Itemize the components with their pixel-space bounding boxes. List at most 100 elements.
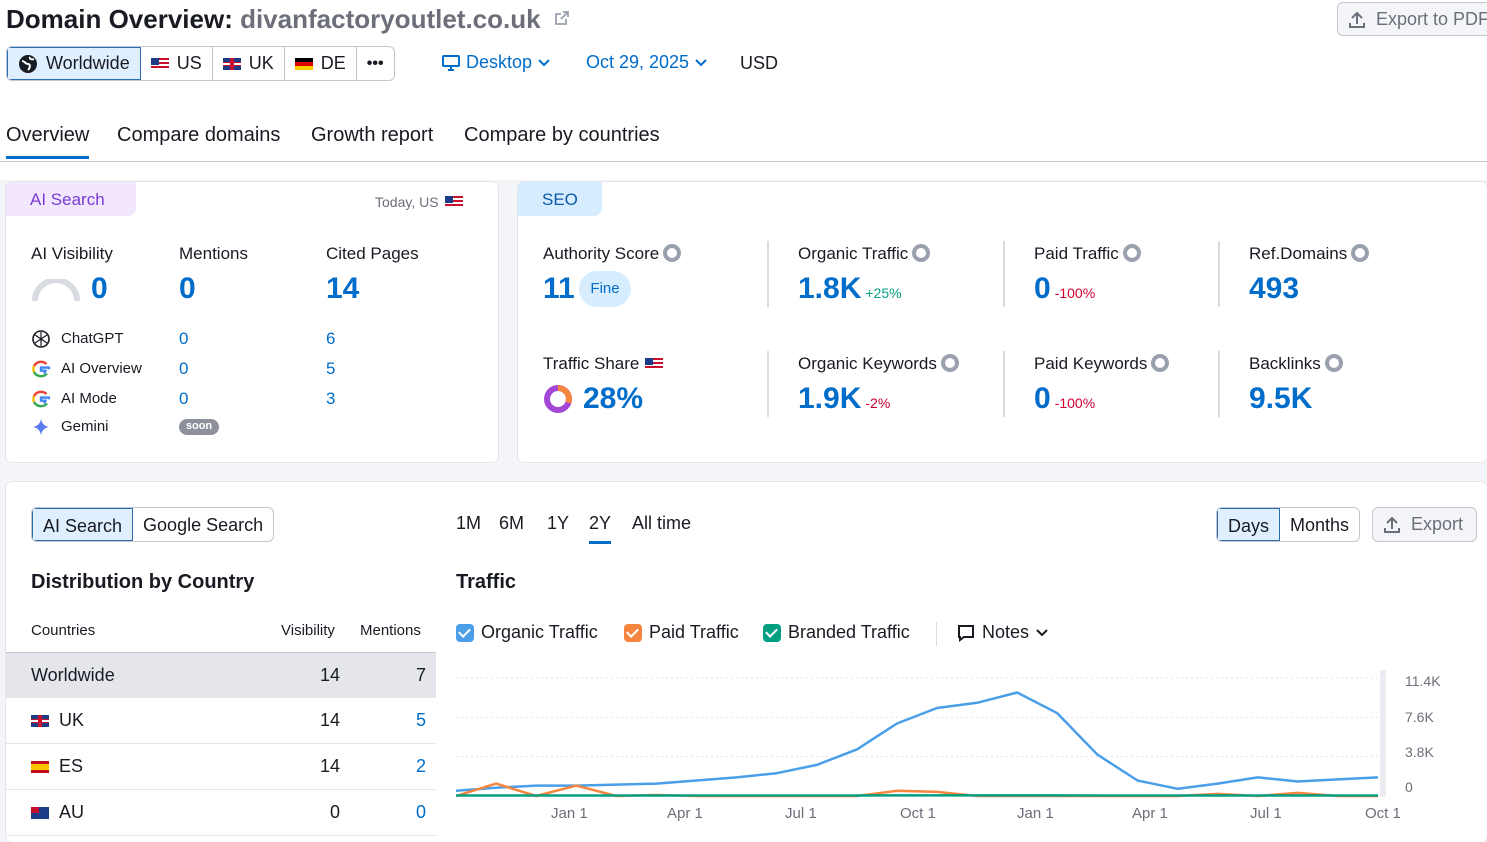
col-mentions[interactable]: Mentions: [360, 622, 421, 639]
region-uk[interactable]: UK: [213, 47, 285, 80]
date-dropdown[interactable]: Oct 29, 2025: [586, 52, 707, 73]
y-tick-label: 7.6K: [1405, 709, 1434, 725]
table-row[interactable]: UK 14 5: [6, 698, 436, 744]
ref-domains-value[interactable]: 493: [1249, 272, 1299, 306]
legend-branded-traffic[interactable]: Branded Traffic: [763, 622, 910, 643]
legend-label: Organic Traffic: [481, 622, 598, 643]
source-name: ChatGPT: [61, 330, 124, 347]
ai-visibility-label: AI Visibility: [31, 244, 113, 264]
mentions-cell[interactable]: 0: [416, 802, 426, 823]
period-all-time[interactable]: All time: [632, 513, 691, 534]
table-row[interactable]: AU 0 0: [6, 790, 436, 836]
series-line-organic-traffic[interactable]: [456, 693, 1378, 791]
cited-pages-value[interactable]: 14: [326, 272, 359, 306]
period-6m[interactable]: 6M: [499, 513, 524, 534]
flag-de-icon: [295, 58, 313, 70]
country-cell: Worldwide: [31, 665, 115, 686]
metric-delta: +25%: [865, 285, 901, 301]
source-mentions[interactable]: 0: [179, 389, 188, 409]
info-icon[interactable]: [663, 244, 681, 262]
chart-range-handle[interactable]: [1380, 670, 1386, 796]
col-countries[interactable]: Countries: [31, 622, 95, 639]
organic-keywords-value[interactable]: 1.9K-2%: [798, 382, 890, 416]
mentions-cell: 7: [416, 665, 426, 686]
chevron-down-icon: [538, 59, 550, 67]
more-regions-button[interactable]: •••: [357, 47, 394, 80]
cited-pages-label: Cited Pages: [326, 244, 419, 264]
legend-organic-traffic[interactable]: Organic Traffic: [456, 622, 598, 643]
domain-name[interactable]: divanfactoryoutlet.co.uk: [240, 4, 541, 34]
tab-growth-report[interactable]: Growth report: [311, 124, 433, 147]
col-visibility[interactable]: Visibility: [281, 622, 335, 639]
external-link-icon[interactable]: [554, 10, 570, 26]
source-mentions[interactable]: 0: [179, 329, 188, 349]
region-label: UK: [249, 53, 274, 74]
authority-score-value[interactable]: 11: [543, 272, 575, 306]
months-toggle[interactable]: Months: [1280, 508, 1359, 541]
device-dropdown[interactable]: Desktop: [442, 52, 550, 73]
visibility-cell: 0: [330, 802, 340, 823]
tab-overview[interactable]: Overview: [6, 124, 89, 159]
legend-label: Branded Traffic: [788, 622, 910, 643]
organic-traffic-value[interactable]: 1.8K+25%: [798, 272, 902, 306]
mentions-cell[interactable]: 2: [416, 756, 426, 777]
google-search-toggle[interactable]: Google Search: [133, 508, 273, 541]
source-cited[interactable]: 5: [326, 359, 335, 379]
period-2y[interactable]: 2Y: [589, 513, 611, 544]
export-label: Export: [1411, 514, 1463, 534]
notes-dropdown[interactable]: Notes: [957, 622, 1048, 643]
traffic-share-value[interactable]: 28%: [583, 382, 643, 416]
region-selector: Worldwide US UK DE •••: [6, 46, 395, 81]
country-name: AU: [59, 802, 84, 823]
period-1m[interactable]: 1M: [456, 513, 481, 534]
source-cited[interactable]: 6: [326, 329, 335, 349]
source-cited[interactable]: 3: [326, 389, 335, 409]
seo-card: SEO: [518, 182, 1487, 462]
ai-scope: Today, US: [375, 194, 463, 210]
flag-us-icon: [445, 196, 463, 208]
info-icon[interactable]: [941, 354, 959, 372]
country-name: ES: [59, 756, 83, 777]
days-toggle[interactable]: Days: [1217, 508, 1280, 541]
traffic-share-label: Traffic Share: [543, 354, 663, 374]
metric-label: Organic Keywords: [798, 354, 937, 373]
tab-compare-domains[interactable]: Compare domains: [117, 124, 280, 147]
mentions-cell[interactable]: 5: [416, 710, 426, 731]
info-icon[interactable]: [1123, 244, 1141, 262]
paid-traffic-value[interactable]: 0-100%: [1034, 272, 1095, 306]
table-row[interactable]: ES 14 2: [6, 744, 436, 790]
divider: [1003, 241, 1005, 307]
legend-paid-traffic[interactable]: Paid Traffic: [624, 622, 739, 643]
export-pdf-button[interactable]: Export to PDF: [1337, 2, 1487, 36]
info-icon[interactable]: [1325, 354, 1343, 372]
info-icon[interactable]: [1151, 354, 1169, 372]
region-de[interactable]: DE: [285, 47, 357, 80]
metric-label: Traffic Share: [543, 354, 639, 374]
search-toggle: AI Search Google Search: [31, 507, 274, 542]
region-worldwide[interactable]: Worldwide: [7, 47, 141, 80]
ai-scope-text: Today, US: [375, 194, 439, 210]
table-row[interactable]: Worldwide 14 7: [6, 652, 436, 698]
period-1y[interactable]: 1Y: [547, 513, 569, 534]
ai-search-toggle[interactable]: AI Search: [32, 508, 133, 541]
tab-compare-by-countries[interactable]: Compare by countries: [464, 124, 660, 147]
divider: [1218, 351, 1220, 417]
export-button[interactable]: Export: [1372, 507, 1477, 542]
info-icon[interactable]: [912, 244, 930, 262]
flag-au-icon: [31, 807, 49, 819]
paid-keywords-label: Paid Keywords: [1034, 354, 1169, 374]
note-icon: [957, 624, 975, 642]
mentions-value[interactable]: 0: [179, 272, 196, 306]
visibility-gauge-icon: [31, 279, 81, 303]
traffic-chart[interactable]: [456, 670, 1396, 800]
divider: [1003, 351, 1005, 417]
backlinks-value[interactable]: 9.5K: [1249, 382, 1312, 416]
source-mentions[interactable]: 0: [179, 359, 188, 379]
distribution-title: Distribution by Country: [31, 571, 254, 594]
info-icon[interactable]: [1351, 244, 1369, 262]
x-tick-label: Apr 1: [667, 805, 703, 822]
metric-label: Ref.Domains: [1249, 244, 1347, 263]
region-us[interactable]: US: [141, 47, 213, 80]
ai-visibility-value[interactable]: 0: [91, 272, 108, 306]
paid-keywords-value[interactable]: 0-100%: [1034, 382, 1095, 416]
